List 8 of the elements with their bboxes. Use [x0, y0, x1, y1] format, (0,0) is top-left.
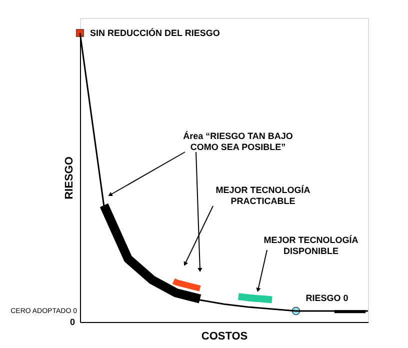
annotation: Área “RIESGO TAN BAJO COMO SEA POSIBLE”	[183, 131, 293, 152]
y-axis-title: RIESGO	[64, 156, 76, 200]
annotation: MEJOR TECNOLOGÍA PRACTICABLE	[216, 185, 311, 206]
text: 0	[70, 317, 75, 327]
annotation: RIESGO 0	[306, 293, 348, 303]
x-axis-title: COSTOS	[201, 330, 248, 342]
annotation: SIN REDUCCIÓN DEL RIESGO	[90, 28, 220, 38]
annotation: MEJOR TECNOLOGÍA DISPONIBLE	[264, 235, 359, 256]
